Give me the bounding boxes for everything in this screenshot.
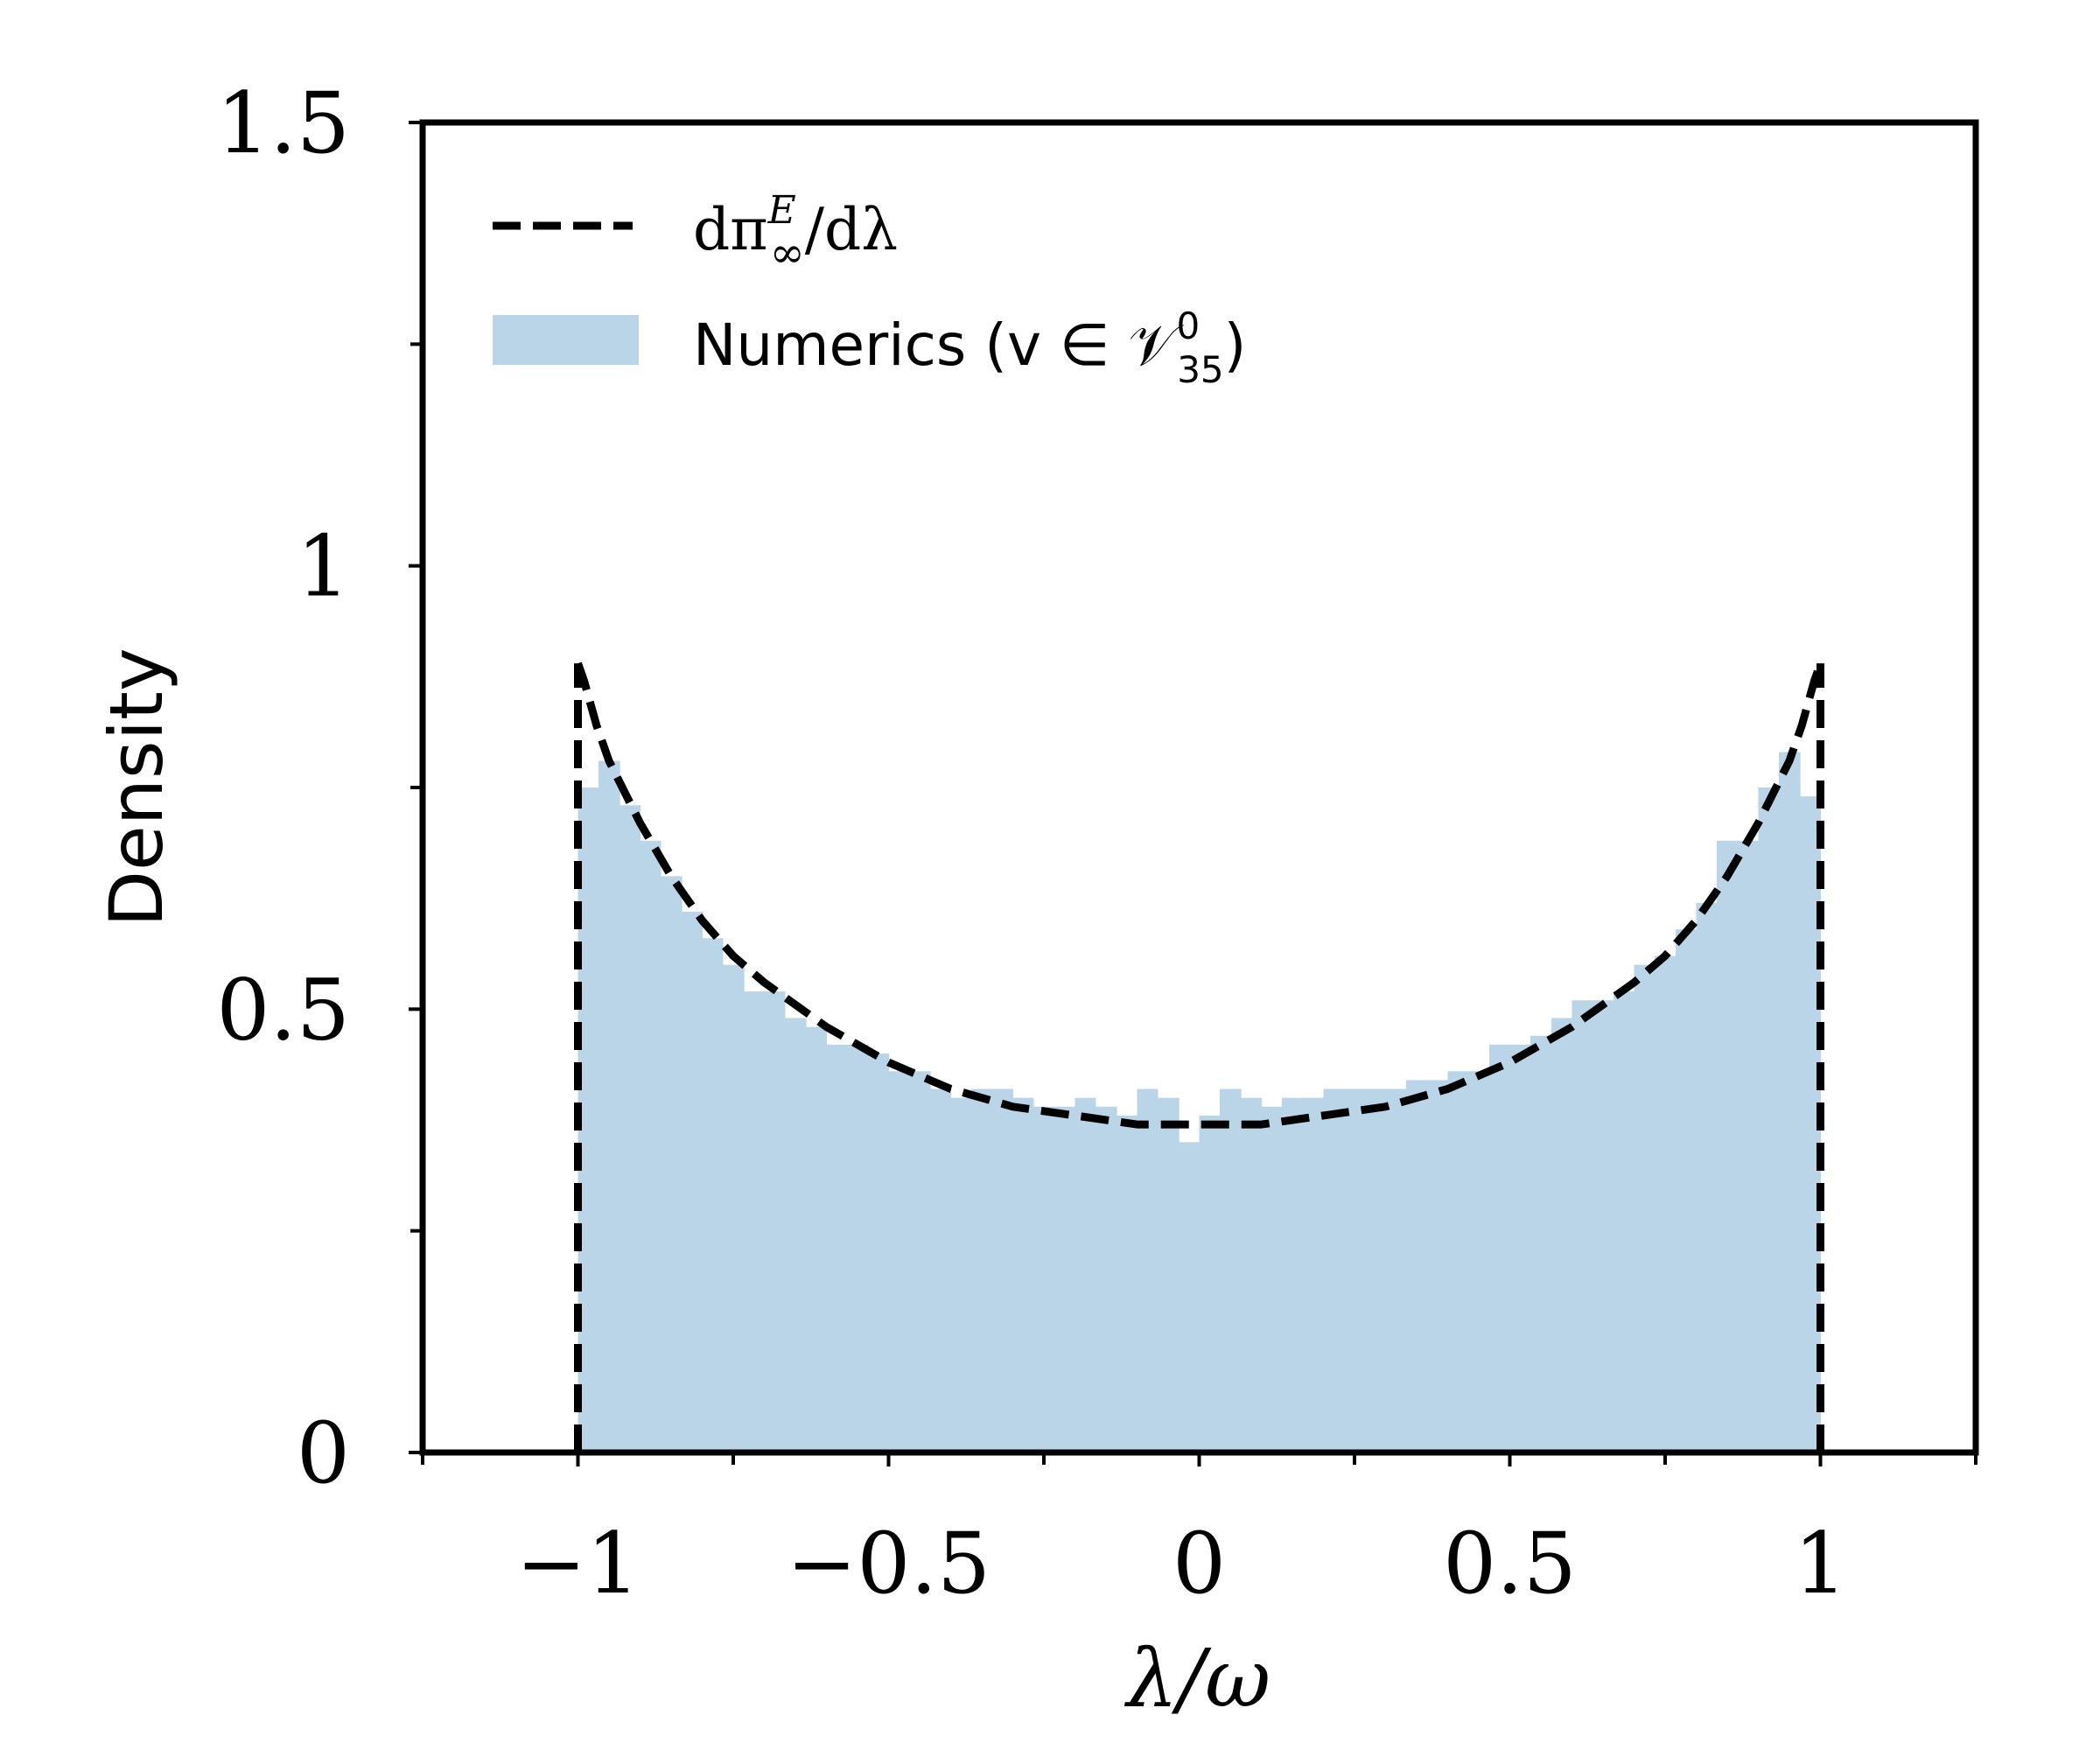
- y-tick-label: 0.5: [216, 961, 350, 1059]
- legend-histogram-swatch: [493, 315, 639, 365]
- histogram-bar: [1405, 1080, 1428, 1452]
- histogram-bar: [722, 964, 745, 1452]
- histogram-bar: [1199, 1115, 1221, 1452]
- legend-histogram-label: Numerics (v ∈ 𝒱0 35): [693, 304, 1246, 391]
- histogram-bar: [1509, 1044, 1531, 1452]
- histogram-bar: [640, 840, 662, 1452]
- histogram-bar: [1116, 1115, 1138, 1452]
- histogram-bar: [970, 1088, 993, 1452]
- histogram-bar: [1054, 1106, 1076, 1452]
- histogram-bar: [744, 991, 766, 1452]
- x-tick-label: −0.5: [787, 1515, 990, 1613]
- histogram-bar: [1157, 1097, 1180, 1452]
- histogram-bar: [620, 805, 641, 1452]
- x-axis: −1 −0.5 0 0.5 1: [421, 1452, 1978, 1613]
- y-tick-label: 1.5: [216, 74, 350, 172]
- histogram-bar: [1758, 788, 1780, 1452]
- histogram-bar: [1551, 1018, 1573, 1452]
- histogram-bar: [1467, 1071, 1490, 1452]
- histogram-bar: [1634, 964, 1656, 1452]
- histogram-bar: [992, 1088, 1014, 1452]
- histogram-bar: [1323, 1088, 1345, 1452]
- histogram-bar: [764, 991, 786, 1452]
- histogram-bar: [888, 1071, 910, 1452]
- x-tick-label: 1: [1794, 1515, 1847, 1613]
- histogram-bar: [1261, 1106, 1283, 1452]
- y-axis-label: Density: [94, 648, 179, 927]
- theory-curve-line: [574, 662, 1824, 1129]
- histogram-bar: [1738, 840, 1760, 1452]
- theory-curve: [574, 662, 1824, 1452]
- histogram-bar: [784, 1018, 807, 1452]
- y-tick-label: 1: [297, 518, 350, 616]
- histogram-bar: [1696, 902, 1718, 1452]
- histogram-bar: [1012, 1097, 1034, 1452]
- histogram-bar: [1489, 1044, 1511, 1452]
- histogram-bar: [682, 911, 704, 1452]
- x-tick-label: 0.5: [1443, 1515, 1577, 1613]
- histogram-bar: [1778, 752, 1801, 1452]
- legend-theory-label: dπE ∞/dλ: [693, 188, 898, 277]
- histogram-bar: [660, 876, 682, 1452]
- histogram-bar: [1654, 956, 1676, 1452]
- y-axis: 0 0.5 1 1.5: [216, 74, 423, 1502]
- histogram-bar: [1032, 1106, 1055, 1452]
- histogram-bar: [908, 1071, 931, 1452]
- histogram-bar: [868, 1054, 890, 1452]
- histogram-bar: [1343, 1088, 1366, 1452]
- histogram-bar: [1385, 1088, 1407, 1452]
- histogram-bar: [1303, 1097, 1325, 1452]
- histogram-bar: [1219, 1088, 1242, 1452]
- histogram-bar: [846, 1044, 869, 1452]
- histogram-bar: [702, 938, 724, 1452]
- histogram-bar: [1427, 1080, 1449, 1452]
- histogram-bar: [1241, 1097, 1263, 1452]
- histogram-bar: [1365, 1088, 1387, 1452]
- histogram-bar: [950, 1097, 972, 1452]
- histogram-bar: [1137, 1088, 1158, 1452]
- histogram-bar: [1716, 840, 1739, 1452]
- histogram-bar: [1572, 1000, 1593, 1452]
- histogram-bar: [1095, 1106, 1117, 1452]
- histogram-bar: [1614, 991, 1635, 1452]
- histogram-bar: [1530, 1035, 1552, 1452]
- histogram-bar: [1676, 929, 1698, 1452]
- histogram-bar: [806, 1026, 828, 1452]
- x-tick-label: −1: [516, 1515, 640, 1613]
- histogram-bar: [1592, 1000, 1614, 1452]
- histogram-bar: [826, 1044, 848, 1452]
- histogram-bar: [1179, 1142, 1200, 1452]
- histogram-bar: [1281, 1097, 1304, 1452]
- histogram-bar: [1447, 1071, 1469, 1452]
- x-tick-label: 0: [1172, 1515, 1226, 1613]
- histogram-bar: [598, 760, 620, 1452]
- histogram-bar: [1074, 1097, 1096, 1452]
- x-axis-label: λ/ω: [1124, 1632, 1270, 1726]
- histogram-bars: [578, 752, 1822, 1452]
- histogram-bar: [930, 1088, 952, 1452]
- legend: dπE ∞/dλ Numerics (v ∈ 𝒱0 35): [493, 188, 1246, 391]
- y-tick-label: 0: [297, 1404, 350, 1502]
